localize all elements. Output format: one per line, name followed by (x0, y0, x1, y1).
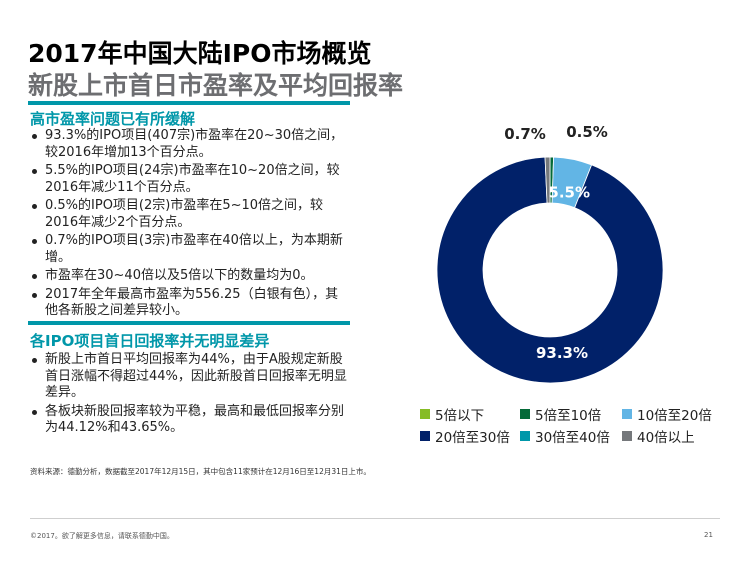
legend-swatch (622, 409, 632, 419)
legend-item-0: 5倍以下 (420, 403, 520, 425)
list-item: 0.7%的IPO项目(3宗)市盈率在40倍以上，为本期新增。 (30, 233, 350, 266)
page-number: 21 (704, 531, 713, 539)
legend-item-1: 5倍至10倍 (520, 403, 622, 425)
pe-donut-chart: 0.5% 0.7% 5.5% 93.3% (436, 123, 664, 384)
legend-item-4: 30倍至40倍 (520, 425, 622, 447)
list-item: 0.5%的IPO项目(2宗)市盈率在5~10倍之间，较2016年减少2个百分点。 (30, 198, 350, 231)
legend-label: 20倍至30倍 (435, 430, 510, 446)
list-item: 市盈率在30~40倍以及5倍以下的数量均为0。 (30, 268, 350, 285)
legend-item-2: 10倍至20倍 (622, 403, 732, 425)
legend-swatch (420, 409, 430, 419)
legend-swatch (520, 409, 530, 419)
donut-slice-5 (544, 156, 551, 204)
section-divider-top (28, 101, 350, 105)
legend-label: 5倍以下 (435, 408, 485, 424)
return-bullet-list: 新股上市首日平均回报率为44%，由于A股规定新股首日涨幅不得超过44%，因此新股… (30, 352, 350, 439)
list-item: 新股上市首日平均回报率为44%，由于A股规定新股首日涨幅不得超过44%，因此新股… (30, 352, 350, 402)
copyright-text: ©2017。欲了解更多信息，请联系德勤中国。 (30, 532, 174, 540)
section-heading-return: 各IPO项目首日回报率并无明显差异 (30, 332, 270, 350)
data-label-3: 93.3% (536, 344, 588, 362)
section-divider-mid (28, 321, 350, 325)
chart-legend: 5倍以下 5倍至10倍 10倍至20倍 20倍至30倍 30倍至40倍 40倍以… (420, 403, 740, 447)
legend-label: 5倍至10倍 (535, 408, 602, 424)
source-note: 资料来源：德勤分析，数据截至2017年12月15日，其中包含11家预计在12月1… (30, 467, 371, 476)
list-item: 5.5%的IPO项目(24宗)市盈率在10~20倍之间，较2016年减少11个百… (30, 163, 350, 196)
legend-label: 30倍至40倍 (535, 430, 610, 446)
page-subtitle: 新股上市首日市盈率及平均回报率 (28, 71, 404, 100)
page-title: 2017年中国大陆IPO市场概览 (28, 39, 372, 68)
legend-swatch (520, 431, 530, 441)
list-item: 93.3%的IPO项目(407宗)市盈率在20~30倍之间，较2016年增加13… (30, 128, 350, 161)
data-label-1: 0.5% (566, 123, 608, 141)
legend-label: 40倍以上 (637, 430, 695, 446)
data-label-5: 0.7% (504, 125, 546, 143)
legend-swatch (420, 431, 430, 441)
list-item: 各板块新股回报率较为平稳，最高和最低回报率分别为44.12%和43.65%。 (30, 404, 350, 437)
legend-swatch (622, 431, 632, 441)
legend-item-5: 40倍以上 (622, 425, 732, 447)
legend-item-3: 20倍至30倍 (420, 425, 520, 447)
footer-divider (30, 518, 720, 519)
section-heading-pe: 高市盈率问题已有所缓解 (30, 110, 196, 128)
data-label-2: 5.5% (548, 184, 590, 202)
legend-label: 10倍至20倍 (637, 408, 712, 424)
list-item: 2017年全年最高市盈率为556.25（白银有色），其他各新股之间差异较小。 (30, 287, 350, 320)
pe-bullet-list: 93.3%的IPO项目(407宗)市盈率在20~30倍之间，较2016年增加13… (30, 128, 350, 322)
donut-slice-3 (436, 156, 664, 384)
